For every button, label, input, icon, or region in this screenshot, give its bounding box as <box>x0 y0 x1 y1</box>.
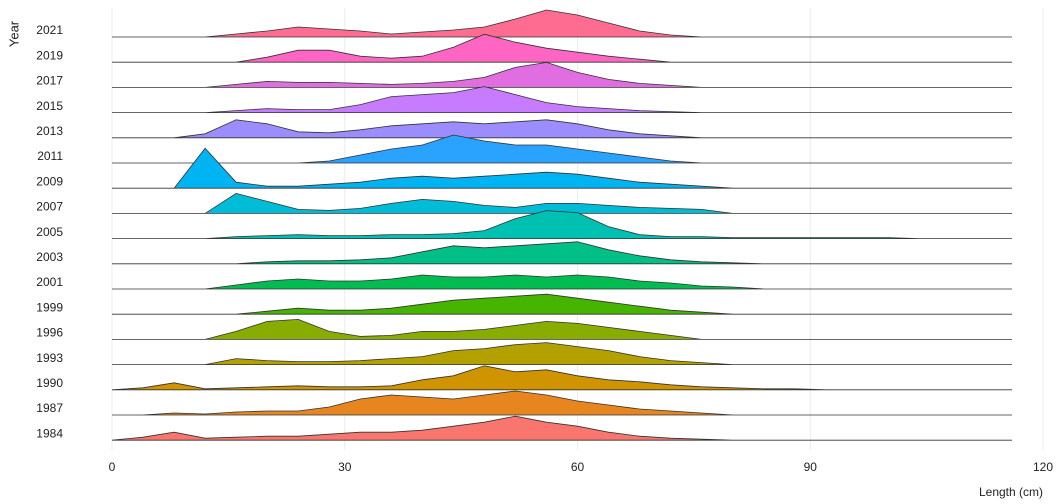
y-tick-label: 2007 <box>36 200 63 214</box>
y-tick-label: 2009 <box>36 174 63 188</box>
x-axis-label: Length (cm) <box>979 485 1043 499</box>
ridge <box>112 319 1012 339</box>
chart: Length (cm) Year 0 30 60 90 120 2021 2019 2017 2… <box>0 0 1061 504</box>
ridge <box>112 10 1012 37</box>
y-tick-label: 2017 <box>36 74 63 88</box>
y-tick-label: 2013 <box>36 124 63 138</box>
ridge <box>112 62 1012 87</box>
x-tick-label: 30 <box>338 460 352 474</box>
y-tick-label: 2001 <box>36 275 63 289</box>
ridge <box>112 120 1012 138</box>
x-tick-label: 0 <box>109 460 116 474</box>
ridge <box>112 416 1012 440</box>
ridge <box>112 294 1012 314</box>
x-tick-label: 90 <box>804 460 818 474</box>
ridge <box>112 275 1012 289</box>
ridge <box>112 242 1012 264</box>
y-tick-label: 2011 <box>37 149 63 163</box>
y-tick-label: 2019 <box>36 48 63 62</box>
ridge <box>112 193 1012 213</box>
y-tick-label: 1987 <box>36 401 63 415</box>
ridge <box>112 34 1012 62</box>
y-tick-label: 1984 <box>36 426 63 440</box>
ridge <box>112 343 1012 365</box>
ridge <box>112 366 1012 390</box>
ridge <box>112 135 1012 163</box>
ridge <box>112 391 1012 415</box>
ridges <box>112 10 1012 440</box>
y-tick-label: 2003 <box>36 250 63 264</box>
y-tick-label: 2021 <box>36 23 63 37</box>
x-tick-label: 120 <box>1033 460 1053 474</box>
y-axis-label: Year <box>6 20 21 47</box>
ridge <box>112 211 1012 239</box>
y-tick-label: 1990 <box>36 376 63 390</box>
y-tick-label: 1999 <box>36 300 63 314</box>
y-tick-label: 1993 <box>36 351 63 365</box>
y-tick-label: 2005 <box>36 225 63 239</box>
ridge <box>112 87 1012 113</box>
y-tick-label: 2015 <box>36 99 63 113</box>
x-tick-label: 60 <box>571 460 585 474</box>
y-tick-label: 1996 <box>36 326 63 340</box>
